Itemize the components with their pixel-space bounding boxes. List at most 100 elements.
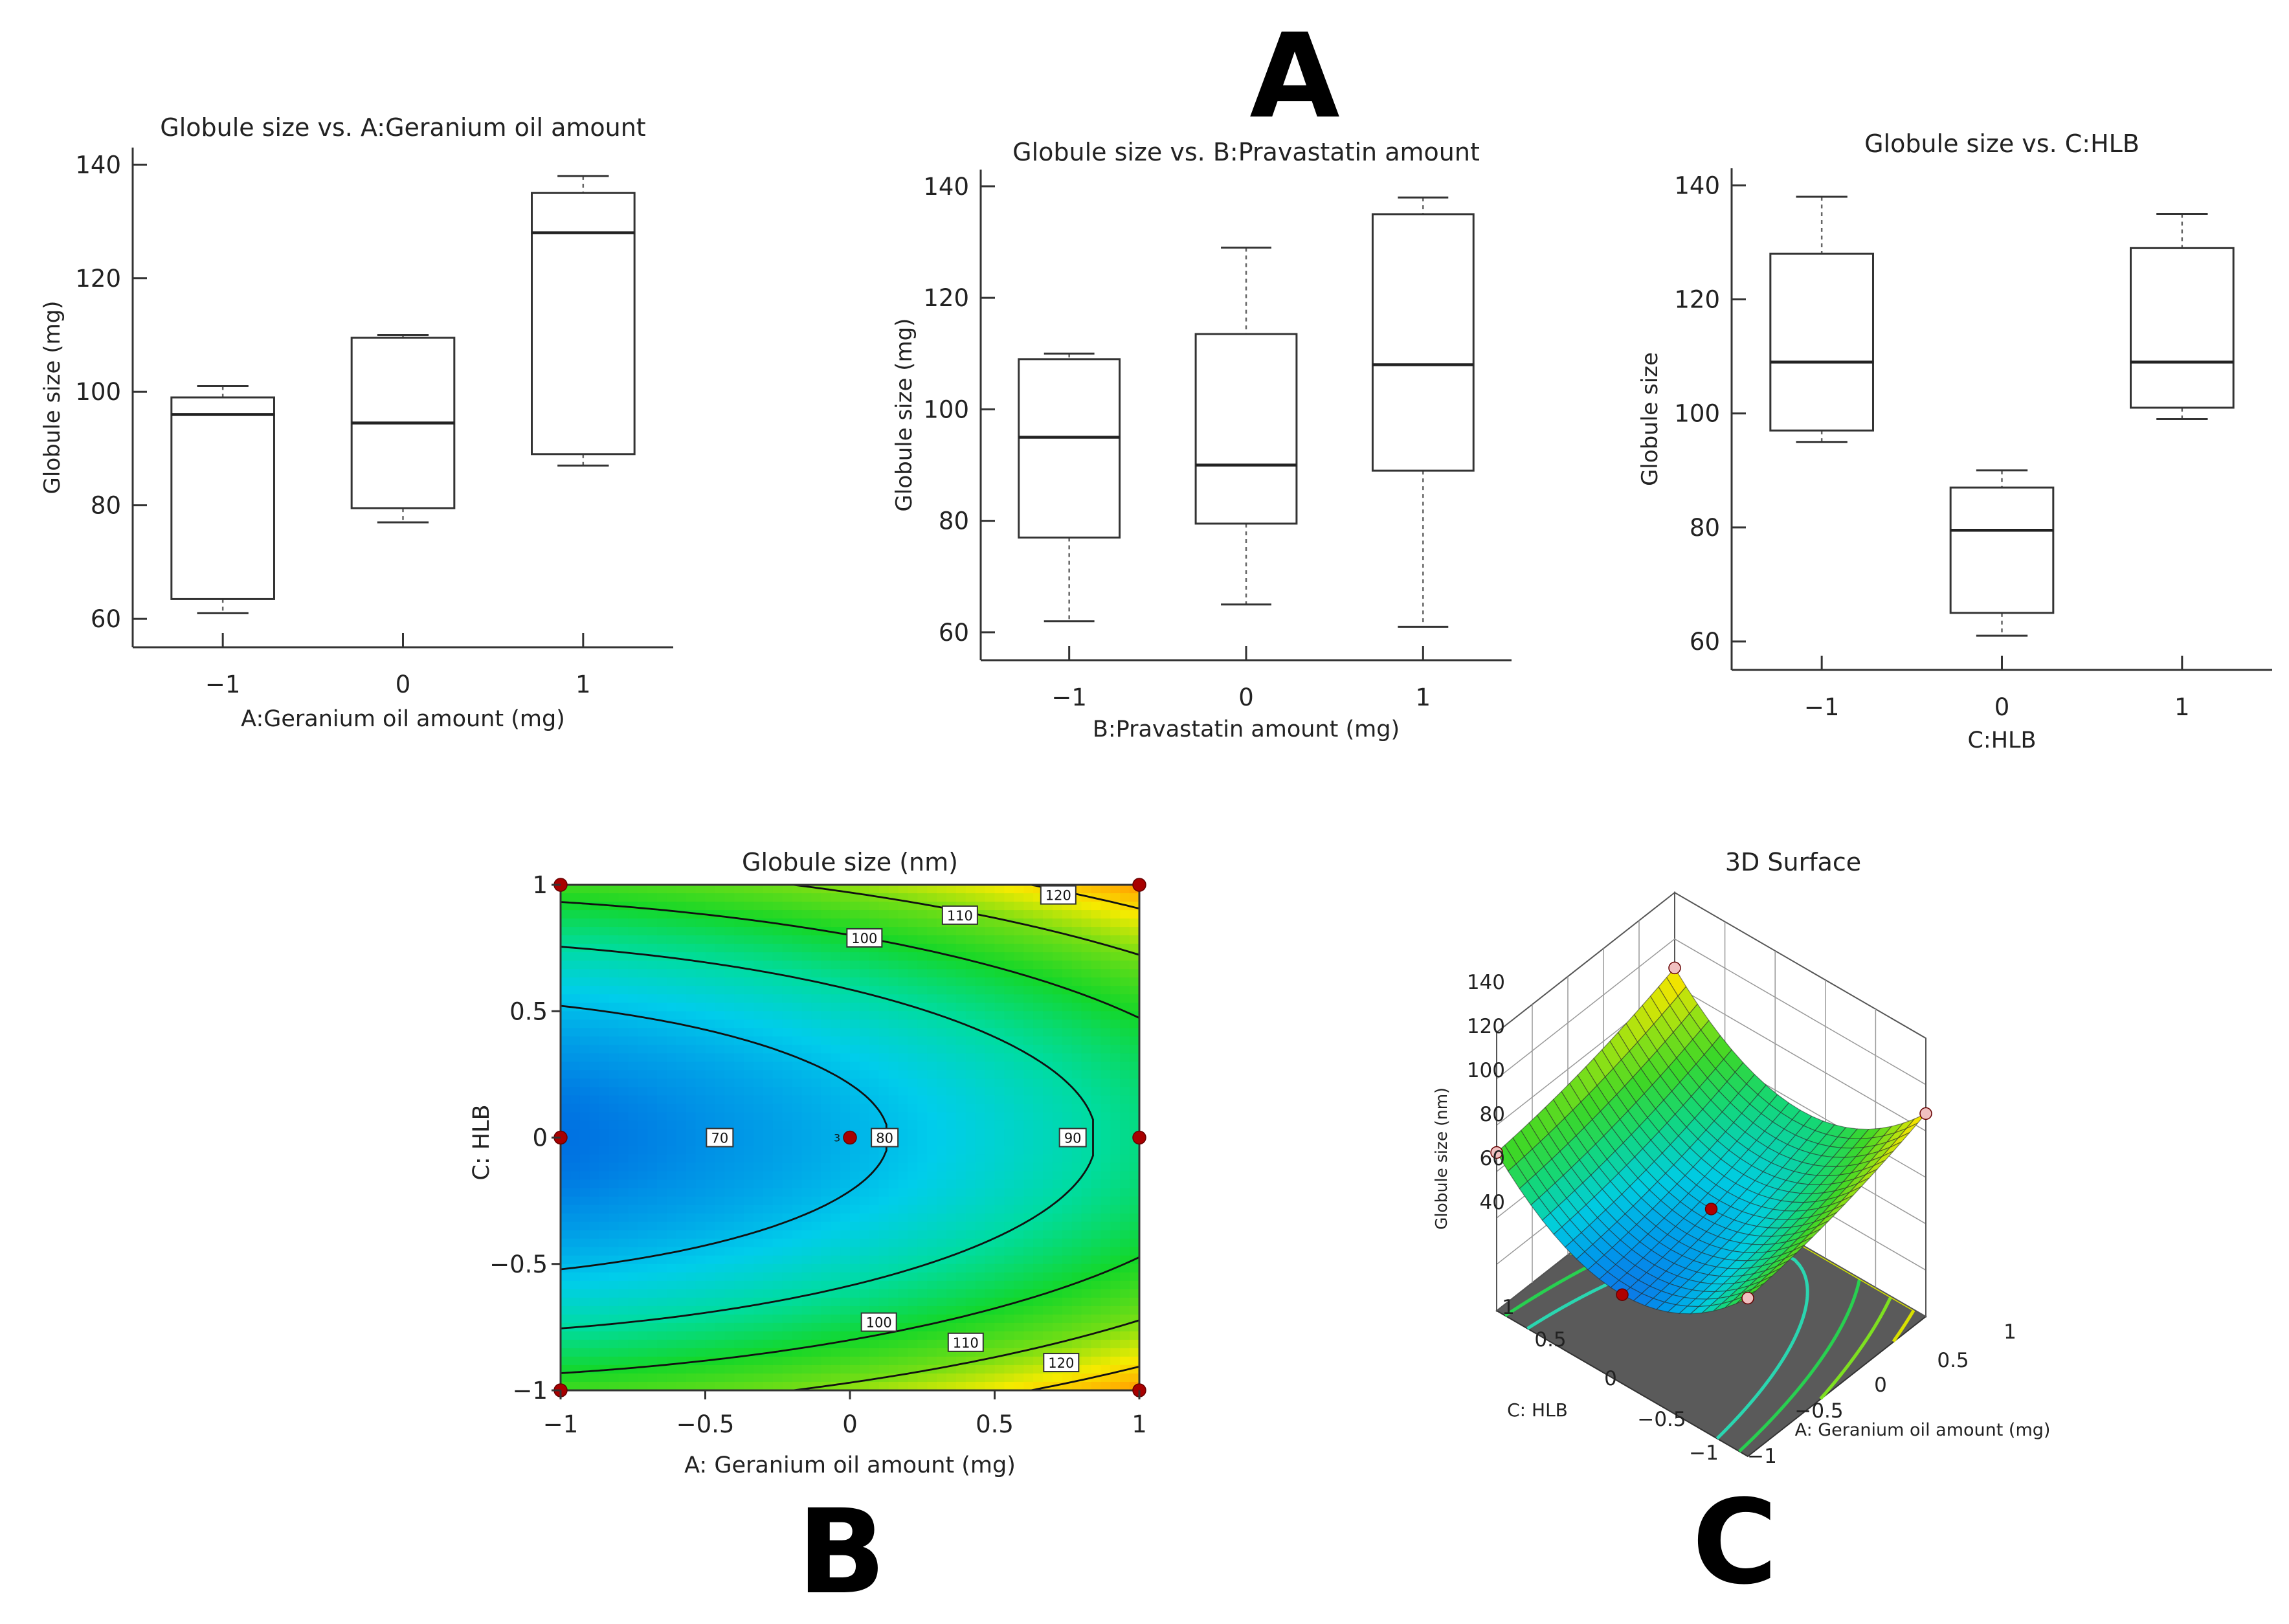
contour-fill-cell <box>1023 1196 1034 1206</box>
contour-fill-cell <box>840 1331 851 1340</box>
contour-fill-cell <box>946 1255 957 1265</box>
contour-fill-cell <box>724 1263 735 1273</box>
contour-fill-cell <box>715 1120 726 1130</box>
contour-fill-cell <box>1120 1348 1130 1357</box>
contour-fill-cell <box>1081 1238 1092 1248</box>
contour-fill-cell <box>599 1154 610 1164</box>
contour-fill-cell <box>599 1348 610 1357</box>
contour-fill-cell <box>599 1272 610 1282</box>
contour-fill-cell <box>579 910 590 919</box>
contour-fill-cell <box>695 1331 706 1340</box>
contour-fill-cell <box>686 994 697 1004</box>
contour-fill-cell <box>647 1112 658 1122</box>
contour-fill-cell <box>946 1289 957 1298</box>
contour-fill-cell <box>686 1205 697 1214</box>
contour-fill-cell <box>1004 952 1015 961</box>
contour-fill-cell <box>570 1087 581 1096</box>
contour-fill-cell <box>908 910 919 919</box>
contour-fill-cell <box>811 1373 822 1383</box>
contour-fill-cell <box>1110 1078 1121 1088</box>
contour-fill-cell <box>908 1205 919 1214</box>
contour-fill-cell <box>589 885 600 894</box>
contour-fill-cell <box>638 1062 648 1071</box>
contour-fill-cell <box>686 893 697 902</box>
contour-fill-cell <box>792 1255 803 1265</box>
contour-fill-cell <box>985 1196 996 1206</box>
contour-fill-cell <box>638 1221 648 1231</box>
contour-fill-cell <box>937 1154 947 1164</box>
contour-fill-cell <box>638 1019 648 1029</box>
contour-fill-cell <box>869 1019 880 1029</box>
contour-fill-cell <box>647 1053 658 1063</box>
contour-fill-cell <box>657 1146 667 1155</box>
contour-fill-cell <box>1071 1238 1082 1248</box>
contour-fill-cell <box>927 1373 937 1383</box>
contour-fill-cell <box>908 1087 919 1096</box>
contour-fill-cell <box>579 961 590 970</box>
contour-fill-cell <box>695 935 706 944</box>
contour-fill-cell <box>647 1045 658 1054</box>
contour-fill-cell <box>782 1280 793 1290</box>
contour-fill-cell <box>1033 1112 1044 1122</box>
contour-fill-cell <box>647 885 658 894</box>
contour-fill-cell <box>859 1129 870 1139</box>
contour-fill-cell <box>869 885 880 894</box>
contour-fill-cell <box>859 1154 870 1164</box>
contour-fill-cell <box>1023 1272 1034 1282</box>
contour-fill-cell <box>1014 1289 1024 1298</box>
contour-fill-cell <box>754 1129 764 1139</box>
contour-fill-cell <box>695 1129 706 1139</box>
contour-fill-cell <box>772 1019 783 1029</box>
contour-fill-cell <box>1062 1087 1073 1096</box>
contour-fill-cell <box>1004 1331 1015 1340</box>
contour-fill-cell <box>782 1247 793 1256</box>
contour-fill-cell <box>599 1137 610 1147</box>
contour-fill-cell <box>955 1162 966 1172</box>
contour-fill-cell <box>985 1019 996 1029</box>
contour-fill-cell <box>657 1331 667 1340</box>
contour-fill-cell <box>840 910 851 919</box>
contour-fill-cell <box>628 1120 638 1130</box>
contour-fill-cell <box>647 1205 658 1214</box>
contour-fill-cell <box>618 1230 629 1240</box>
contour-fill-cell <box>561 910 571 919</box>
contour-fill-cell <box>1004 944 1015 953</box>
contour-fill-cell <box>946 1221 957 1231</box>
contour-fill-cell <box>676 1297 687 1307</box>
x-tick-label: 0 <box>1994 693 2010 721</box>
contour-fill-cell <box>754 1196 764 1206</box>
contour-fill-cell <box>1130 910 1140 919</box>
contour-fill-cell <box>937 1095 947 1105</box>
contour-fill-cell <box>676 1331 687 1340</box>
contour-fill-cell <box>589 1062 600 1071</box>
contour-fill-cell <box>1110 1306 1121 1315</box>
contour-fill-cell <box>647 944 658 953</box>
contour-fill-cell <box>869 1078 880 1088</box>
contour-fill-cell <box>792 1120 803 1130</box>
contour-fill-cell <box>570 1011 581 1021</box>
contour-fill-cell <box>821 1104 831 1113</box>
contour-fill-cell <box>1033 927 1044 936</box>
contour-fill-cell <box>811 910 822 919</box>
contour-fill-cell <box>676 1364 687 1374</box>
contour-fill-cell <box>1130 1053 1140 1063</box>
contour-fill-cell <box>946 1364 957 1374</box>
contour-fill-cell <box>647 1297 658 1307</box>
contour-fill-cell <box>1071 961 1082 970</box>
contour-fill-cell <box>859 1297 870 1307</box>
contour-fill-cell <box>831 1289 841 1298</box>
contour-fill-cell <box>869 910 880 919</box>
contour-fill-cell <box>1120 893 1130 902</box>
contour-fill-cell <box>1062 1205 1073 1214</box>
contour-fill-cell <box>744 1078 754 1088</box>
contour-fill-cell <box>1014 1146 1024 1155</box>
contour-fill-cell <box>1100 1364 1111 1374</box>
contour-fill-cell <box>695 1230 706 1240</box>
contour-fill-cell <box>754 1263 764 1273</box>
contour-fill-cell <box>1033 1087 1044 1096</box>
contour-fill-cell <box>628 1348 638 1357</box>
contour-fill-cell <box>763 1331 774 1340</box>
contour-fill-cell <box>772 1062 783 1071</box>
contour-fill-cell <box>782 1036 793 1046</box>
contour-fill-cell <box>686 1078 697 1088</box>
